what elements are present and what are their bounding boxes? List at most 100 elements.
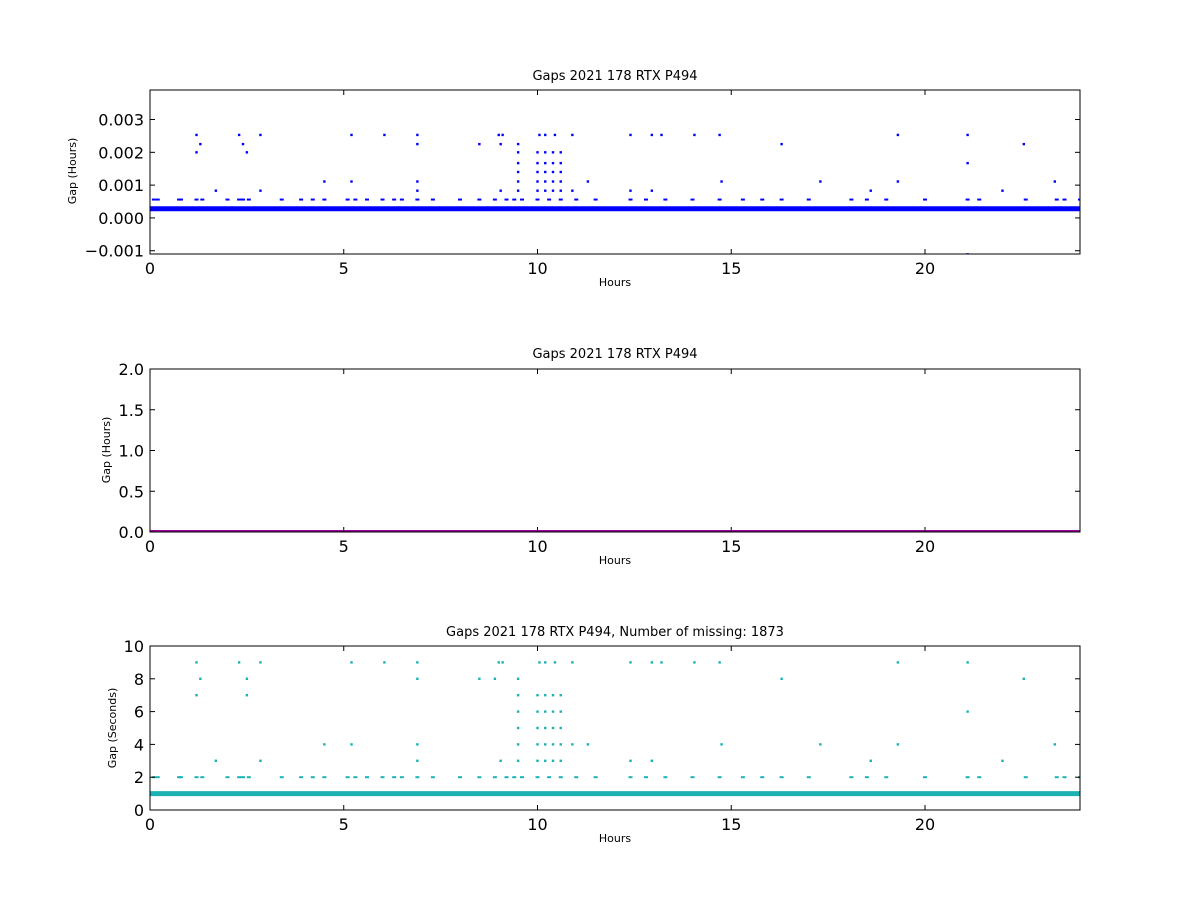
- data-point: [966, 661, 969, 664]
- data-point: [516, 170, 520, 174]
- data-point: [501, 133, 504, 137]
- data-point: [629, 661, 632, 664]
- data-point: [241, 142, 245, 146]
- data-point: [544, 661, 547, 664]
- panel-gap-hours-top: Gaps 2021 178 RTX P494 Hours Gap (Hours)…: [66, 69, 1081, 289]
- data-point: [499, 759, 502, 762]
- data-point: [416, 661, 419, 664]
- y-tick-label: 2.0: [119, 360, 144, 379]
- data-point: [536, 161, 539, 165]
- data-point: [259, 189, 262, 192]
- data-point: [195, 661, 198, 664]
- data-point: [660, 133, 663, 137]
- data-point: [245, 694, 249, 697]
- data-point: [516, 759, 520, 762]
- data-point: [259, 133, 262, 137]
- data-point: [551, 743, 555, 746]
- y-axis-label: Gap (Hours): [66, 138, 79, 205]
- data-point: [693, 661, 696, 664]
- data-point: [478, 142, 481, 146]
- data-point: [416, 142, 419, 146]
- data-point: [966, 133, 969, 137]
- data-point: [544, 133, 547, 137]
- data-point: [544, 170, 547, 174]
- data-point: [1053, 180, 1057, 183]
- data-point: [538, 661, 541, 664]
- y-tick-label: 1.5: [119, 401, 144, 420]
- x-tick-label: 20: [915, 537, 935, 556]
- x-axis-label: Hours: [599, 554, 631, 567]
- data-point: [350, 661, 353, 664]
- y-tick-label: 0.001: [98, 176, 144, 195]
- data-point: [516, 694, 520, 697]
- data-point: [1001, 759, 1004, 762]
- axis-ticks: 0 5 10 15 20 0 2 4 6 8 10: [124, 637, 1080, 834]
- data-point: [536, 180, 539, 183]
- data-point: [516, 189, 520, 192]
- data-point: [259, 759, 262, 762]
- data-point: [497, 661, 500, 664]
- data-point: [350, 180, 353, 183]
- x-tick-label: 10: [527, 259, 547, 278]
- data-point: [1053, 743, 1057, 746]
- data-point: [536, 743, 539, 746]
- y-axis-label: Gap (Hours): [100, 417, 113, 484]
- data-point: [195, 694, 198, 697]
- data-point: [478, 677, 481, 680]
- data-point: [718, 133, 721, 137]
- data-point: [195, 133, 198, 137]
- data-point: [571, 133, 574, 137]
- x-tick-label: 5: [339, 259, 349, 278]
- x-tick-label: 15: [721, 537, 741, 556]
- data-point: [559, 710, 562, 713]
- data-point: [629, 189, 632, 192]
- plot-frame: [149, 89, 1081, 255]
- data-point: [551, 161, 555, 165]
- data-point: [516, 743, 520, 746]
- data-point: [551, 726, 555, 730]
- x-tick-label: 0: [145, 537, 155, 556]
- data-point: [516, 180, 520, 183]
- data-point: [896, 180, 900, 183]
- data-point: [416, 133, 419, 137]
- data-point: [416, 189, 419, 192]
- data-point: [416, 743, 419, 746]
- data-point: [718, 661, 721, 664]
- data-point: [259, 661, 262, 664]
- data-point: [544, 180, 547, 183]
- data-point: [544, 151, 547, 154]
- data-point: [499, 142, 502, 146]
- x-tick-label: 0: [145, 815, 155, 834]
- data-point: [586, 180, 590, 183]
- data-point: [497, 133, 500, 137]
- data-point: [629, 759, 632, 762]
- data-point: [350, 133, 353, 137]
- x-tick-label: 20: [915, 815, 935, 834]
- data-point: [559, 743, 562, 746]
- data-point: [559, 189, 562, 192]
- panel-gap-seconds-bottom: Gaps 2021 178 RTX P494, Number of missin…: [106, 625, 1081, 845]
- chart-title: Gaps 2021 178 RTX P494: [532, 347, 697, 362]
- data-point: [383, 133, 386, 137]
- data-point: [536, 151, 539, 154]
- data-point: [660, 661, 663, 664]
- y-tick-label: 0: [134, 801, 144, 820]
- data-point: [499, 189, 502, 192]
- panel-gap-hours-middle: Gaps 2021 178 RTX P494 Hours Gap (Hours)…: [100, 347, 1081, 567]
- data-point: [780, 677, 783, 680]
- data-point: [214, 189, 218, 192]
- y-tick-label: 0.5: [119, 482, 144, 501]
- data-point: [536, 694, 539, 697]
- data-point: [551, 151, 555, 154]
- data-point: [586, 743, 590, 746]
- data-point: [819, 743, 822, 746]
- data-point: [571, 189, 574, 192]
- data-point: [1022, 677, 1026, 680]
- data-point: [195, 151, 198, 154]
- data-point: [544, 694, 547, 697]
- y-tick-label: 4: [134, 735, 144, 754]
- data-point: [966, 710, 969, 713]
- plot-frame: [149, 645, 1081, 811]
- data-point: [559, 694, 562, 697]
- data-point: [551, 759, 555, 762]
